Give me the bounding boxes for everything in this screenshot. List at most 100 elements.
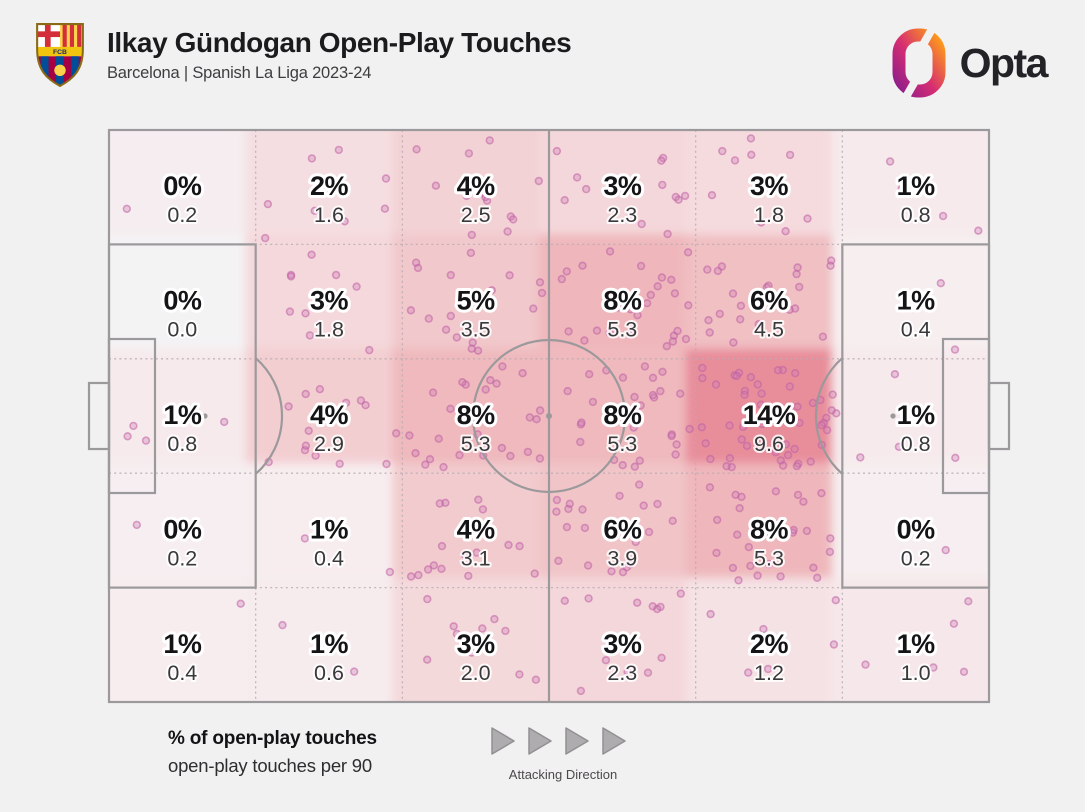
touch-dot (468, 296, 477, 305)
zone-per90-label: 0.4 (314, 546, 344, 570)
touch-dot (535, 406, 545, 415)
touch-dot (705, 483, 715, 492)
touch-dot (826, 261, 835, 270)
touch-dot (630, 462, 639, 471)
zone-pct-label: 6% (603, 514, 642, 544)
touch-dot (523, 447, 533, 457)
touch-dot (411, 449, 420, 458)
touch-dot (300, 534, 310, 543)
touch-dot (737, 492, 746, 501)
zone-per90-label: 1.2 (754, 661, 784, 685)
touch-dot (626, 560, 635, 569)
touch-dot (123, 432, 132, 441)
touch-dot (667, 431, 676, 441)
touch-dot (220, 417, 229, 427)
touch-dot (730, 156, 740, 165)
touch-dot (334, 670, 344, 679)
zone-pct-label: 4% (457, 514, 496, 544)
zone-pct-label: 1% (163, 400, 202, 430)
touch-dot (675, 389, 685, 398)
touch-dot (759, 624, 768, 634)
zone-cell (245, 234, 413, 369)
touch-dot (663, 229, 672, 239)
zone-cell (832, 234, 989, 369)
touch-dot (773, 519, 782, 529)
zone-cell (245, 130, 413, 255)
touch-dot (822, 413, 831, 422)
zone-pct-label: 5% (457, 286, 496, 316)
attacking-direction-label: Attacking Direction (508, 767, 618, 782)
touch-dot (753, 380, 762, 389)
zone-pct-label: 4% (310, 400, 349, 430)
touch-dot (795, 418, 804, 427)
touch-dot (728, 563, 738, 573)
touch-dot (467, 344, 476, 353)
touch-dot (356, 396, 366, 405)
touch-dot (431, 181, 441, 190)
legend-secondary-label: open-play touches per 90 (168, 755, 372, 776)
touch-dot (744, 542, 753, 552)
touch-dot (636, 261, 646, 271)
zone-pct-label: 8% (457, 400, 496, 430)
touch-dot (630, 392, 639, 402)
touch-dot (623, 667, 632, 677)
centre-spot (546, 413, 552, 419)
touch-dot (560, 596, 569, 605)
touch-dot (657, 273, 667, 282)
zone-layer (109, 130, 989, 702)
touch-dot (704, 316, 713, 325)
touch-dot (817, 489, 826, 498)
touch-dot (707, 191, 717, 200)
zone-per90-label: 1.8 (754, 203, 784, 227)
zone-cell (245, 577, 413, 702)
touch-dot (466, 248, 476, 258)
touch-dot (746, 134, 756, 143)
touch-dot (584, 594, 593, 603)
touch-dot (361, 401, 370, 410)
zone-pct-label: 3% (603, 629, 642, 659)
touch-dot (464, 149, 474, 158)
zone-per90-label: 0.2 (167, 203, 197, 227)
touch-dot (412, 145, 421, 154)
touch-dot (592, 326, 602, 335)
touch-dot (530, 569, 539, 578)
touch-dot (580, 336, 589, 345)
touch-dot (656, 386, 665, 396)
zone-per90-label: 2.5 (461, 203, 491, 227)
zone-pct-label: 3% (310, 286, 349, 316)
touch-dot (535, 454, 545, 463)
zone-per90-label: 0.2 (901, 546, 931, 570)
touch-dot (429, 561, 439, 570)
touch-dot (458, 378, 467, 387)
touch-dot (485, 136, 494, 145)
touch-dot (307, 154, 317, 163)
touch-dot (584, 370, 594, 379)
touch-dot (757, 389, 766, 398)
touch-dot (643, 668, 653, 677)
touch-dot (425, 455, 435, 464)
touch-dot (681, 334, 691, 344)
touch-dot (856, 453, 865, 462)
touch-dot (646, 290, 655, 300)
touch-dot (478, 505, 488, 514)
barcelona-crest: FCB (36, 23, 84, 88)
touch-dot (657, 156, 666, 165)
touch-dot (564, 327, 573, 336)
page-title: Ilkay Gündogan Open-Play Touches (107, 27, 572, 58)
zone-pct-label: 3% (750, 171, 789, 201)
touch-dot (648, 373, 658, 382)
touch-dot (455, 411, 464, 420)
touch-dot (825, 547, 835, 557)
zone-per90-label: 3.5 (461, 318, 491, 342)
touch-dot (421, 460, 430, 469)
touch-dot (474, 495, 483, 504)
touch-dot (601, 655, 611, 665)
touch-dot (505, 271, 514, 280)
touch-dot (424, 314, 433, 323)
touch-dot (668, 337, 678, 346)
touch-dot (785, 150, 795, 160)
touch-dot (478, 624, 487, 633)
touch-dot (577, 418, 586, 427)
touch-dot (827, 406, 836, 415)
zone-pct-label: 8% (603, 286, 642, 316)
